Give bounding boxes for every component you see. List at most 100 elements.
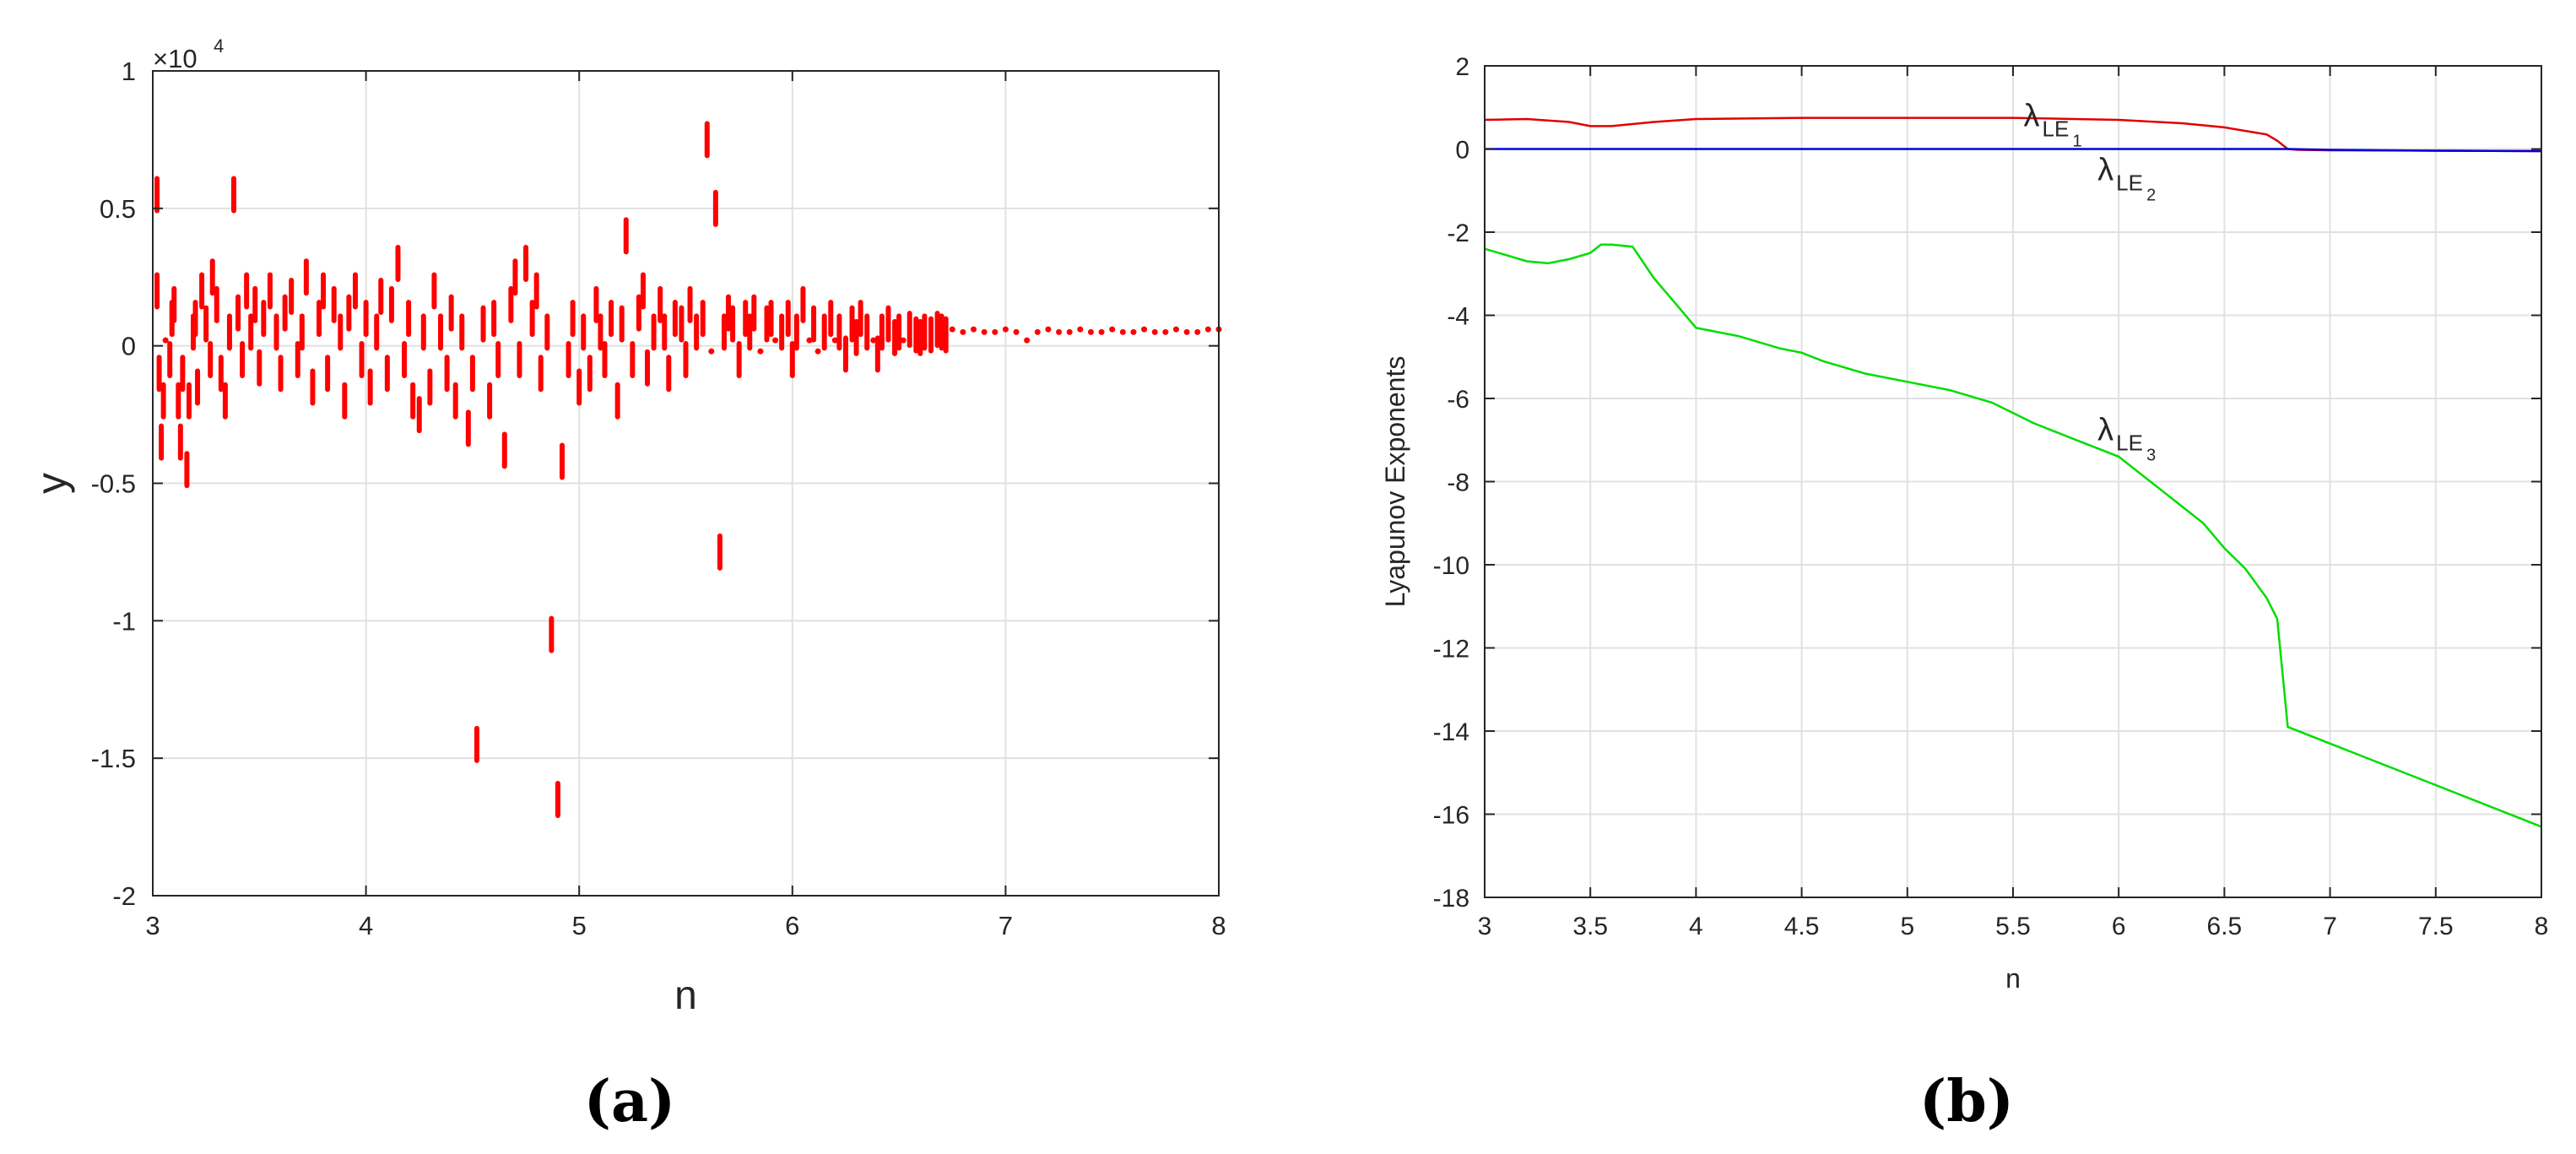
series-label-sub: LE (2043, 116, 2070, 141)
data-point (469, 355, 475, 393)
y-tick-label: 0 (1455, 137, 1469, 165)
data-point (960, 328, 966, 335)
data-point (257, 349, 262, 387)
data-point (222, 382, 228, 420)
exponent-power: 4 (214, 35, 224, 57)
x-tick-label: 3.5 (1572, 913, 1608, 940)
data-point (1013, 328, 1020, 335)
data-point (666, 355, 672, 393)
series-label-index: 3 (2146, 446, 2156, 464)
data-point (156, 355, 162, 393)
series-label-lambda: λ (2097, 412, 2113, 447)
data-point (167, 340, 173, 378)
data-point (192, 300, 198, 338)
data-point (736, 340, 742, 378)
data-point (388, 285, 394, 323)
series-label-lambda: λ (2024, 98, 2040, 133)
data-point (402, 340, 408, 378)
data-point (683, 340, 689, 378)
data-point (811, 305, 817, 343)
y-tick-label: 2 (1455, 53, 1469, 81)
data-point (359, 340, 365, 378)
data-point (593, 285, 599, 323)
x-axis-label: n (2005, 963, 2021, 994)
data-point (431, 272, 437, 310)
data-point (162, 337, 169, 344)
data-point (576, 368, 582, 406)
x-tick-label: 7 (2323, 913, 2337, 940)
series-label-sub: LE (2116, 170, 2143, 195)
data-point (853, 318, 859, 356)
data-point (836, 313, 842, 351)
data-point (879, 313, 885, 351)
data-point (730, 305, 736, 343)
data-point (1204, 326, 1211, 333)
data-point (331, 285, 337, 323)
x-tick-label: 4 (1689, 913, 1703, 940)
data-point (831, 337, 838, 344)
data-point (1034, 328, 1041, 335)
data-point (757, 348, 764, 355)
data-point (623, 217, 629, 255)
panel-caption: (a) (584, 1068, 675, 1135)
series-label-index: 1 (2073, 132, 2082, 150)
y-axis-label: Lyapunov Exponents (1380, 356, 1410, 608)
data-point (892, 318, 898, 356)
x-tick-label: 6 (2112, 913, 2126, 940)
data-point (917, 318, 923, 356)
data-point (338, 313, 344, 351)
data-point (465, 409, 471, 447)
y-tick-label: -6 (1447, 386, 1469, 414)
data-point (218, 355, 224, 393)
data-point (226, 313, 232, 351)
data-point (512, 258, 518, 296)
y-tick-label: -8 (1447, 469, 1469, 497)
data-point (378, 278, 384, 316)
series-line-2 (1485, 148, 2542, 153)
data-point (913, 316, 919, 354)
data-point (934, 311, 940, 349)
data-points (154, 121, 1222, 819)
x-tick-label: 4 (359, 911, 373, 940)
data-point (171, 285, 177, 323)
data-point (806, 337, 813, 344)
data-point (501, 431, 507, 469)
data-point (410, 382, 416, 420)
data-point (992, 328, 998, 335)
data-point (640, 272, 646, 310)
data-point (203, 305, 209, 343)
data-point (651, 313, 657, 351)
data-point (559, 442, 565, 480)
data-point (159, 423, 165, 461)
data-point (459, 313, 465, 351)
data-point (726, 294, 732, 332)
data-point (544, 313, 550, 351)
data-point (533, 272, 539, 310)
data-point (785, 300, 791, 338)
x-tick-label: 3 (145, 911, 160, 940)
data-point (566, 340, 571, 378)
data-point (981, 328, 988, 335)
data-point (1151, 328, 1158, 335)
data-point (1109, 326, 1116, 333)
data-point (700, 300, 706, 338)
data-point (581, 313, 587, 351)
data-point (814, 348, 821, 355)
data-point (325, 355, 331, 393)
data-point (1056, 328, 1063, 335)
y-tick-label: -4 (1447, 303, 1469, 331)
data-point (184, 451, 190, 489)
data-point (1172, 326, 1179, 333)
data-point (208, 340, 214, 378)
data-point (870, 337, 877, 344)
data-point (858, 300, 863, 338)
data-point (549, 615, 555, 653)
y-tick-label: -2 (112, 881, 136, 911)
data-point (282, 294, 288, 332)
data-point (352, 272, 358, 310)
data-point (1183, 328, 1190, 335)
x-tick-label: 4.5 (1784, 913, 1820, 940)
y-tick-label: -16 (1433, 802, 1469, 830)
y-tick-label: -0.5 (91, 469, 136, 499)
y-tick-label: -18 (1433, 885, 1469, 913)
